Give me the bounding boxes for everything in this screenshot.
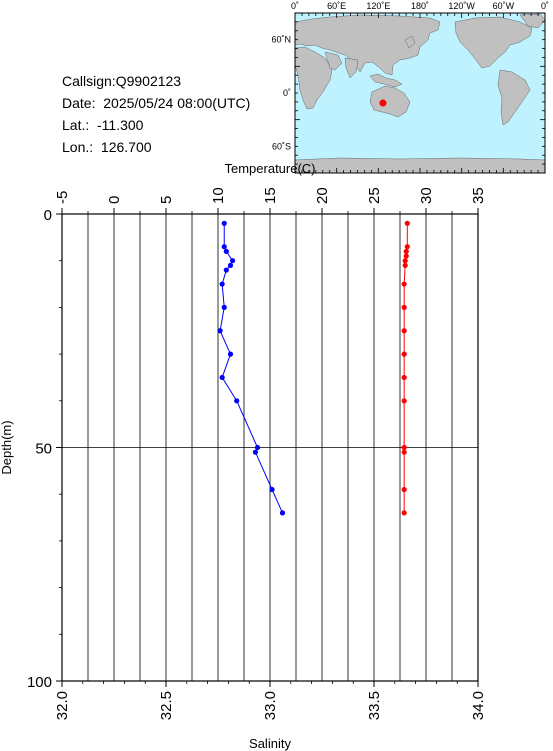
map-land: [294, 13, 546, 174]
map-land-south-america: [497, 69, 531, 126]
depth-tick-label: 0: [44, 207, 52, 224]
data-point-temperature: [404, 220, 410, 226]
data-point-temperature: [404, 244, 410, 250]
longitude-text: Lon.: 126.700: [62, 139, 152, 155]
data-point-salinity: [227, 262, 234, 268]
data-point-salinity: [252, 449, 259, 455]
map-land-japan: [404, 35, 416, 49]
data-point-salinity: [217, 328, 223, 334]
data-point-salinity: [279, 510, 286, 516]
map-longitude-label: 120˚E: [366, 1, 390, 11]
temperature-tick-label: 20: [314, 187, 331, 204]
data-point-temperature: [401, 374, 407, 381]
map-land-arabia: [324, 51, 343, 71]
data-point-temperature: [401, 449, 407, 455]
depth-tick-label: 100: [27, 674, 52, 691]
temperature-tick-label: -5: [54, 191, 71, 204]
temperature-tick-label: 25: [366, 187, 383, 204]
map-latitude-label: 60˚S: [272, 141, 291, 151]
map-lat-labels: 60˚N 0˚ 60˚S: [271, 35, 291, 152]
map-land-australia: [369, 85, 411, 118]
temperature-axis-title: Temperature(C): [224, 161, 315, 176]
data-point-temperature: [401, 328, 407, 334]
map-longitude-label: 0˚: [291, 1, 299, 11]
series-layer: [217, 220, 410, 516]
data-point-temperature: [402, 258, 408, 264]
profile-plot: -5 0 5 10 15 20 25 30 35 32.0 32.5 33.0 33.5 34.0 05…: [0, 161, 487, 751]
map-land-india: [344, 57, 359, 79]
temperature-axis: -5 0 5 10 15 20 25 30 35: [54, 187, 487, 214]
temperature-tick-label: 5: [158, 196, 175, 204]
temperature-tick-label: 0: [106, 196, 123, 204]
map-land-indonesia: [369, 73, 403, 88]
map-latitude-label: 60˚N: [271, 35, 291, 45]
map-longitude-label: 0˚: [541, 1, 549, 11]
map-land-greenland: [519, 13, 546, 29]
data-point-temperature: [401, 398, 407, 404]
data-point-temperature: [402, 262, 408, 268]
salinity-tick-label: 32.0: [54, 691, 71, 720]
map-land-africa: [294, 46, 333, 110]
salinity-tick-label: 33.0: [262, 691, 279, 720]
map-longitude-label: 60˚W: [493, 1, 515, 11]
depth-axis-title: Depth(m): [0, 420, 14, 474]
map-longitude-label: 180˚: [411, 1, 429, 11]
temperature-tick-label: 35: [470, 187, 487, 204]
data-point-temperature: [403, 248, 409, 254]
data-point-salinity: [234, 398, 240, 404]
data-point-salinity: [227, 351, 234, 357]
data-point-salinity: [221, 220, 227, 226]
location-map: 0˚ 60˚E 120˚E 180˚ 120˚W 60˚W 0˚ 60˚N 0˚ 60˚S: [271, 1, 549, 174]
data-point-temperature: [403, 253, 409, 259]
station-marker: [379, 99, 387, 107]
data-point-salinity: [219, 281, 225, 287]
map-land-north-america: [454, 16, 533, 69]
latitude-text: Lat.: -11.300: [62, 117, 144, 133]
date-text: Date: 2025/05/24 08:00(UTC): [62, 95, 251, 111]
data-point-salinity: [223, 248, 229, 254]
data-point-temperature: [401, 510, 407, 516]
data-point-salinity: [254, 444, 261, 451]
data-point-salinity: [219, 374, 225, 381]
data-point-salinity: [221, 244, 227, 250]
data-point-temperature: [401, 486, 407, 493]
depth-tick-label: 50: [35, 441, 52, 458]
temperature-tick-label: 15: [262, 187, 279, 204]
temperature-tick-label: 10: [210, 187, 227, 204]
map-latitude-label: 0˚: [283, 88, 291, 98]
data-point-salinity: [229, 258, 236, 264]
salinity-tick-label: 32.5: [158, 691, 175, 720]
temperature-tick-label: 30: [418, 187, 435, 204]
data-point-temperature: [401, 351, 407, 357]
data-point-temperature: [401, 281, 407, 287]
data-point-temperature: [401, 444, 407, 451]
salinity-tick-label: 33.5: [366, 691, 383, 720]
map-ticks: [294, 12, 546, 174]
map-longitude-label: 60˚E: [327, 1, 346, 11]
data-point-salinity: [221, 304, 227, 310]
map-top-labels: 0˚ 60˚E 120˚E 180˚ 120˚W 60˚W 0˚: [291, 1, 549, 11]
callsign-text: Callsign:Q9902123: [62, 73, 182, 89]
data-point-salinity: [269, 486, 275, 493]
salinity-axis: 32.0 32.5 33.0 33.5 34.0: [54, 681, 487, 720]
salinity-tick-label: 34.0: [470, 691, 487, 720]
data-point-temperature: [401, 304, 407, 310]
depth-axis: 0 50 100: [27, 207, 62, 691]
map-land-eurasia: [294, 14, 441, 76]
map-longitude-label: 120˚W: [448, 1, 475, 11]
data-point-salinity: [223, 267, 229, 273]
salinity-axis-title: Salinity: [249, 736, 291, 751]
